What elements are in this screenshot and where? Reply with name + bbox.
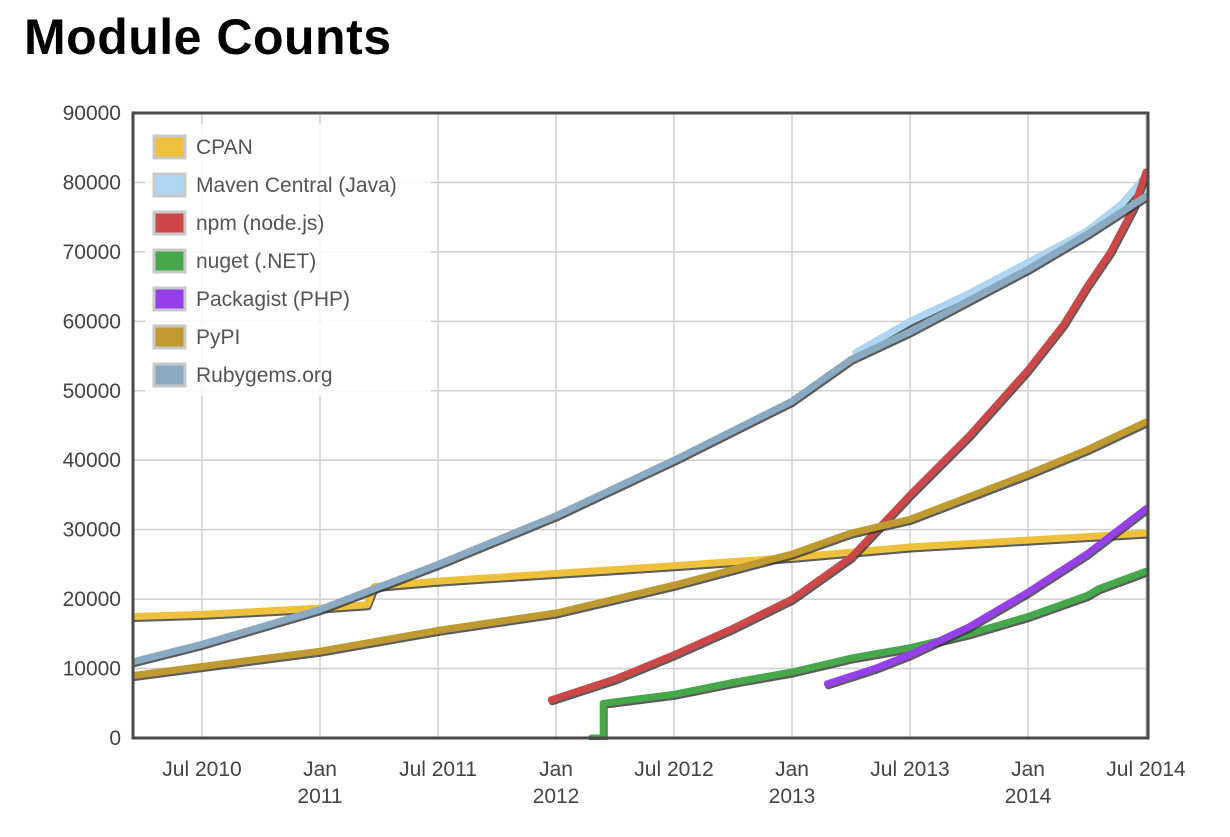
- legend-label: npm (node.js): [196, 212, 324, 235]
- legend-swatch: [152, 324, 187, 350]
- legend-swatch: [152, 210, 187, 236]
- y-tick-label: 20000: [63, 588, 121, 611]
- y-tick-label: 90000: [63, 102, 121, 125]
- legend-swatch: [152, 362, 187, 388]
- series-line-packagist-php: [823, 505, 1148, 688]
- legend-label: Packagist (PHP): [196, 288, 350, 311]
- legend-label: CPAN: [196, 136, 253, 159]
- legend-swatch: [152, 248, 187, 274]
- legend-label: PyPI: [196, 326, 240, 349]
- y-tick-label: 50000: [63, 380, 121, 403]
- y-tick-label: 40000: [63, 449, 121, 472]
- legend-swatch: [152, 172, 187, 198]
- x-tick-label: Jan: [539, 758, 573, 781]
- y-tick-label: 60000: [63, 310, 121, 333]
- series-line-cpan: [133, 529, 1148, 620]
- series-line-rubygems-org: [133, 192, 1148, 666]
- x-tick-label: 2011: [297, 785, 342, 808]
- legend: CPAN Maven Central (Java) npm (node.js) nug…: [145, 124, 431, 396]
- legend-label: nuget (.NET): [196, 250, 316, 273]
- series-line-npm-node-js: [547, 168, 1148, 704]
- legend-label: Rubygems.org: [196, 364, 333, 387]
- legend-swatch: [152, 286, 187, 312]
- chart-title: Module Counts: [24, 9, 392, 65]
- y-tick-label: 0: [109, 727, 121, 750]
- x-tick-label: Jan: [303, 758, 337, 781]
- x-tick-label: Jul 2014: [1106, 758, 1186, 781]
- x-tick-label: 2013: [769, 785, 816, 808]
- x-tick-label: Jul 2012: [634, 758, 713, 781]
- legend-label: Maven Central (Java): [196, 174, 397, 197]
- y-tick-label: 30000: [63, 519, 121, 542]
- y-tick-label: 10000: [63, 658, 121, 681]
- x-tick-label: 2014: [1005, 785, 1052, 808]
- legend-background: [145, 124, 431, 396]
- x-tick-label: 2012: [533, 785, 580, 808]
- x-tick-label: Jul 2010: [162, 758, 241, 781]
- series-line-nuget-net: [587, 567, 1148, 738]
- y-tick-label: 70000: [63, 241, 121, 264]
- series-line-pypi: [133, 418, 1148, 679]
- legend-swatch: [152, 134, 187, 160]
- series-line-maven-central-java: [852, 172, 1148, 357]
- x-tick-label: Jul 2013: [870, 758, 949, 781]
- plot-border: [131, 111, 1150, 740]
- x-tick-label: Jan: [1011, 758, 1045, 781]
- x-tick-label: Jan: [775, 758, 809, 781]
- y-tick-label: 80000: [63, 171, 121, 194]
- x-tick-label: Jul 2011: [399, 758, 477, 781]
